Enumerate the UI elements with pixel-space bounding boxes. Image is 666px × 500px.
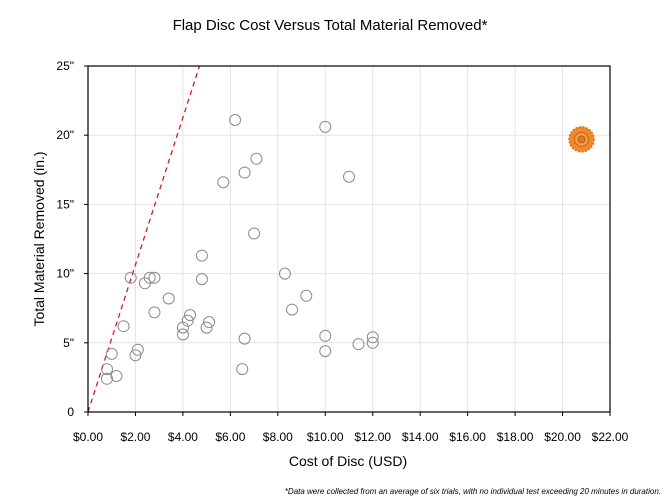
data-point — [203, 316, 216, 329]
data-point — [200, 321, 213, 334]
data-point — [148, 271, 161, 284]
y-tick-label: 20" — [56, 128, 74, 142]
grid-lines — [87, 65, 611, 413]
y-tick-label: 0 — [67, 405, 74, 419]
data-point — [100, 372, 113, 385]
y-axis-ticks: 0 5" 10" 15" 20" 25" — [56, 59, 88, 419]
reference-trend-line — [87, 65, 201, 413]
plot-area-frame — [87, 65, 611, 413]
data-point — [162, 292, 175, 305]
y-tick-label: 15" — [56, 197, 74, 211]
data-point — [352, 338, 365, 351]
data-point — [148, 306, 161, 319]
data-point — [176, 328, 189, 341]
data-points — [100, 113, 379, 385]
data-point — [229, 113, 242, 126]
y-tick-label: 10" — [56, 267, 74, 281]
x-tick-label: $0.00 — [73, 430, 103, 444]
data-point — [238, 166, 251, 179]
data-point — [195, 249, 208, 262]
data-point — [105, 347, 118, 360]
x-tick-label: $6.00 — [215, 430, 245, 444]
data-point — [286, 303, 299, 316]
data-point — [124, 271, 137, 284]
data-point — [366, 331, 379, 344]
data-point — [131, 343, 144, 356]
data-point — [110, 370, 123, 383]
data-point — [300, 289, 313, 302]
data-point — [184, 309, 197, 322]
data-point — [250, 152, 263, 165]
data-point — [195, 273, 208, 286]
data-point — [278, 267, 291, 280]
y-axis-label: Total Material Removed (in.) — [31, 151, 47, 326]
data-point — [217, 176, 230, 189]
data-point — [319, 329, 332, 342]
x-tick-label: $18.00 — [497, 430, 534, 444]
data-point — [366, 336, 379, 349]
footnote: *Data were collected from an average of … — [285, 487, 661, 496]
x-tick-label: $14.00 — [402, 430, 439, 444]
x-axis-ticks: $0.00 $2.00 $4.00 $6.00 $8.00 $10.00 $12.00 $14… — [73, 412, 629, 444]
data-point — [236, 363, 249, 376]
trend-line — [87, 65, 201, 413]
y-tick-label: 25" — [56, 59, 74, 73]
data-point — [143, 271, 156, 284]
data-point — [248, 227, 261, 240]
x-tick-label: $8.00 — [263, 430, 293, 444]
data-point — [319, 120, 332, 133]
y-tick-label: 5" — [63, 336, 74, 350]
x-tick-label: $10.00 — [307, 430, 344, 444]
x-tick-label: $4.00 — [168, 430, 198, 444]
data-point — [117, 320, 130, 333]
data-point — [100, 363, 113, 376]
x-tick-label: $20.00 — [544, 430, 581, 444]
x-tick-label: $2.00 — [120, 430, 150, 444]
data-point — [181, 314, 194, 327]
data-point — [319, 345, 332, 358]
data-point — [343, 170, 355, 183]
x-tick-label: $22.00 — [592, 430, 629, 444]
highlighted-point-core — [577, 135, 586, 144]
x-tick-label: $12.00 — [354, 430, 391, 444]
data-point — [238, 332, 251, 345]
highlighted-point-group — [568, 126, 595, 153]
data-point — [176, 321, 189, 334]
x-tick-label: $16.00 — [449, 430, 486, 444]
data-point — [129, 349, 142, 362]
chart-title: Flap Disc Cost Versus Total Material Rem… — [173, 17, 488, 34]
x-axis-label: Cost of Disc (USD) — [289, 453, 407, 469]
